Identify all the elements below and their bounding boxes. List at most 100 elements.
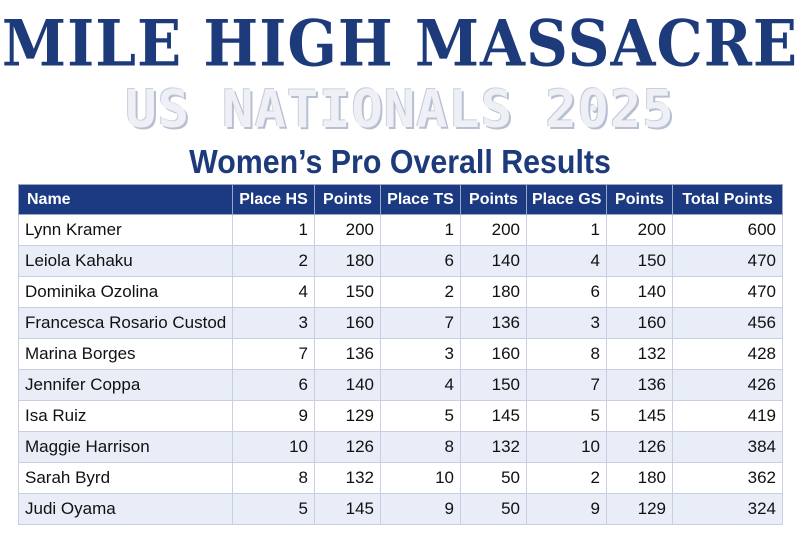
- cell-name: Francesca Rosario Custod: [18, 307, 233, 339]
- cell-place-hs: 4: [232, 276, 315, 308]
- table-row: Isa Ruiz 9 129 5 145 5 145 419: [18, 400, 783, 432]
- table-row: Sarah Byrd 8 132 10 50 2 180 362: [18, 462, 783, 494]
- cell-points-gs: 132: [606, 338, 673, 370]
- cell-place-ts: 6: [380, 245, 461, 277]
- cell-place-hs: 3: [232, 307, 315, 339]
- cell-place-ts: 7: [380, 307, 461, 339]
- cell-place-gs: 8: [526, 338, 607, 370]
- column-header-points-hs: Points: [314, 184, 381, 215]
- cell-points-ts: 50: [460, 462, 527, 494]
- column-header-place-hs: Place HS: [232, 184, 315, 215]
- cell-points-hs: 126: [314, 431, 381, 463]
- cell-name: Isa Ruiz: [18, 400, 233, 432]
- cell-name: Maggie Harrison: [18, 431, 233, 463]
- cell-name: Sarah Byrd: [18, 462, 233, 494]
- cell-name: Dominika Ozolina: [18, 276, 233, 308]
- cell-place-gs: 10: [526, 431, 607, 463]
- cell-points-hs: 145: [314, 493, 381, 525]
- cell-total-points: 426: [672, 369, 783, 401]
- cell-points-ts: 150: [460, 369, 527, 401]
- cell-place-hs: 10: [232, 431, 315, 463]
- cell-place-hs: 2: [232, 245, 315, 277]
- cell-points-ts: 200: [460, 214, 527, 246]
- cell-name: Leiola Kahaku: [18, 245, 233, 277]
- cell-points-gs: 150: [606, 245, 673, 277]
- cell-total-points: 470: [672, 276, 783, 308]
- cell-points-gs: 200: [606, 214, 673, 246]
- cell-points-hs: 136: [314, 338, 381, 370]
- table-row: Jennifer Coppa 6 140 4 150 7 136 426: [18, 369, 783, 401]
- cell-total-points: 470: [672, 245, 783, 277]
- table-row: Judi Oyama 5 145 9 50 9 129 324: [18, 493, 783, 525]
- cell-place-gs: 6: [526, 276, 607, 308]
- cell-points-hs: 132: [314, 462, 381, 494]
- event-title: MILE HIGH MASSACRE: [1, 6, 799, 81]
- table-row: Marina Borges 7 136 3 160 8 132 428: [18, 338, 783, 370]
- cell-points-ts: 145: [460, 400, 527, 432]
- cell-points-gs: 136: [606, 369, 673, 401]
- results-table: Name Place HS Points Place TS Points Pla…: [18, 184, 783, 525]
- cell-points-hs: 129: [314, 400, 381, 432]
- cell-place-ts: 1: [380, 214, 461, 246]
- cell-points-gs: 180: [606, 462, 673, 494]
- cell-name: Jennifer Coppa: [18, 369, 233, 401]
- cell-place-ts: 8: [380, 431, 461, 463]
- cell-place-hs: 5: [232, 493, 315, 525]
- cell-total-points: 456: [672, 307, 783, 339]
- results-title: Women’s Pro Overall Results: [189, 143, 611, 180]
- table-row: Dominika Ozolina 4 150 2 180 6 140 470: [18, 276, 783, 308]
- cell-place-gs: 4: [526, 245, 607, 277]
- cell-name: Marina Borges: [18, 338, 233, 370]
- column-header-place-gs: Place GS: [526, 184, 607, 215]
- column-header-points-gs: Points: [606, 184, 673, 215]
- cell-place-gs: 7: [526, 369, 607, 401]
- cell-total-points: 362: [672, 462, 783, 494]
- cell-place-gs: 5: [526, 400, 607, 432]
- column-header-place-ts: Place TS: [380, 184, 461, 215]
- cell-place-gs: 2: [526, 462, 607, 494]
- cell-total-points: 384: [672, 431, 783, 463]
- cell-place-gs: 9: [526, 493, 607, 525]
- cell-points-ts: 180: [460, 276, 527, 308]
- cell-place-ts: 10: [380, 462, 461, 494]
- cell-points-gs: 145: [606, 400, 673, 432]
- cell-place-ts: 9: [380, 493, 461, 525]
- cell-total-points: 324: [672, 493, 783, 525]
- cell-name: Judi Oyama: [18, 493, 233, 525]
- cell-place-ts: 2: [380, 276, 461, 308]
- cell-points-hs: 160: [314, 307, 381, 339]
- table-row: Maggie Harrison 10 126 8 132 10 126 384: [18, 431, 783, 463]
- cell-points-gs: 160: [606, 307, 673, 339]
- cell-place-gs: 3: [526, 307, 607, 339]
- cell-total-points: 419: [672, 400, 783, 432]
- event-subtitle: US NATIONALS 2025: [125, 80, 675, 140]
- table-body: Lynn Kramer 1 200 1 200 1 200 600 Leiola Kahaku 2…: [18, 214, 783, 525]
- cell-place-hs: 7: [232, 338, 315, 370]
- cell-points-hs: 150: [314, 276, 381, 308]
- cell-points-gs: 140: [606, 276, 673, 308]
- cell-place-hs: 8: [232, 462, 315, 494]
- cell-place-hs: 1: [232, 214, 315, 246]
- cell-points-gs: 126: [606, 431, 673, 463]
- cell-points-ts: 50: [460, 493, 527, 525]
- cell-points-ts: 136: [460, 307, 527, 339]
- cell-place-hs: 6: [232, 369, 315, 401]
- cell-place-ts: 4: [380, 369, 461, 401]
- cell-points-hs: 180: [314, 245, 381, 277]
- cell-points-ts: 160: [460, 338, 527, 370]
- table-row: Leiola Kahaku 2 180 6 140 4 150 470: [18, 245, 783, 277]
- cell-points-hs: 200: [314, 214, 381, 246]
- column-header-name: Name: [18, 184, 233, 215]
- cell-place-ts: 5: [380, 400, 461, 432]
- cell-place-gs: 1: [526, 214, 607, 246]
- cell-place-hs: 9: [232, 400, 315, 432]
- cell-name: Lynn Kramer: [18, 214, 233, 246]
- column-header-total-points: Total Points: [672, 184, 783, 215]
- cell-points-ts: 132: [460, 431, 527, 463]
- cell-points-hs: 140: [314, 369, 381, 401]
- table-row: Lynn Kramer 1 200 1 200 1 200 600: [18, 214, 783, 246]
- cell-points-ts: 140: [460, 245, 527, 277]
- table-header-row: Name Place HS Points Place TS Points Pla…: [18, 184, 783, 215]
- cell-points-gs: 129: [606, 493, 673, 525]
- cell-total-points: 600: [672, 214, 783, 246]
